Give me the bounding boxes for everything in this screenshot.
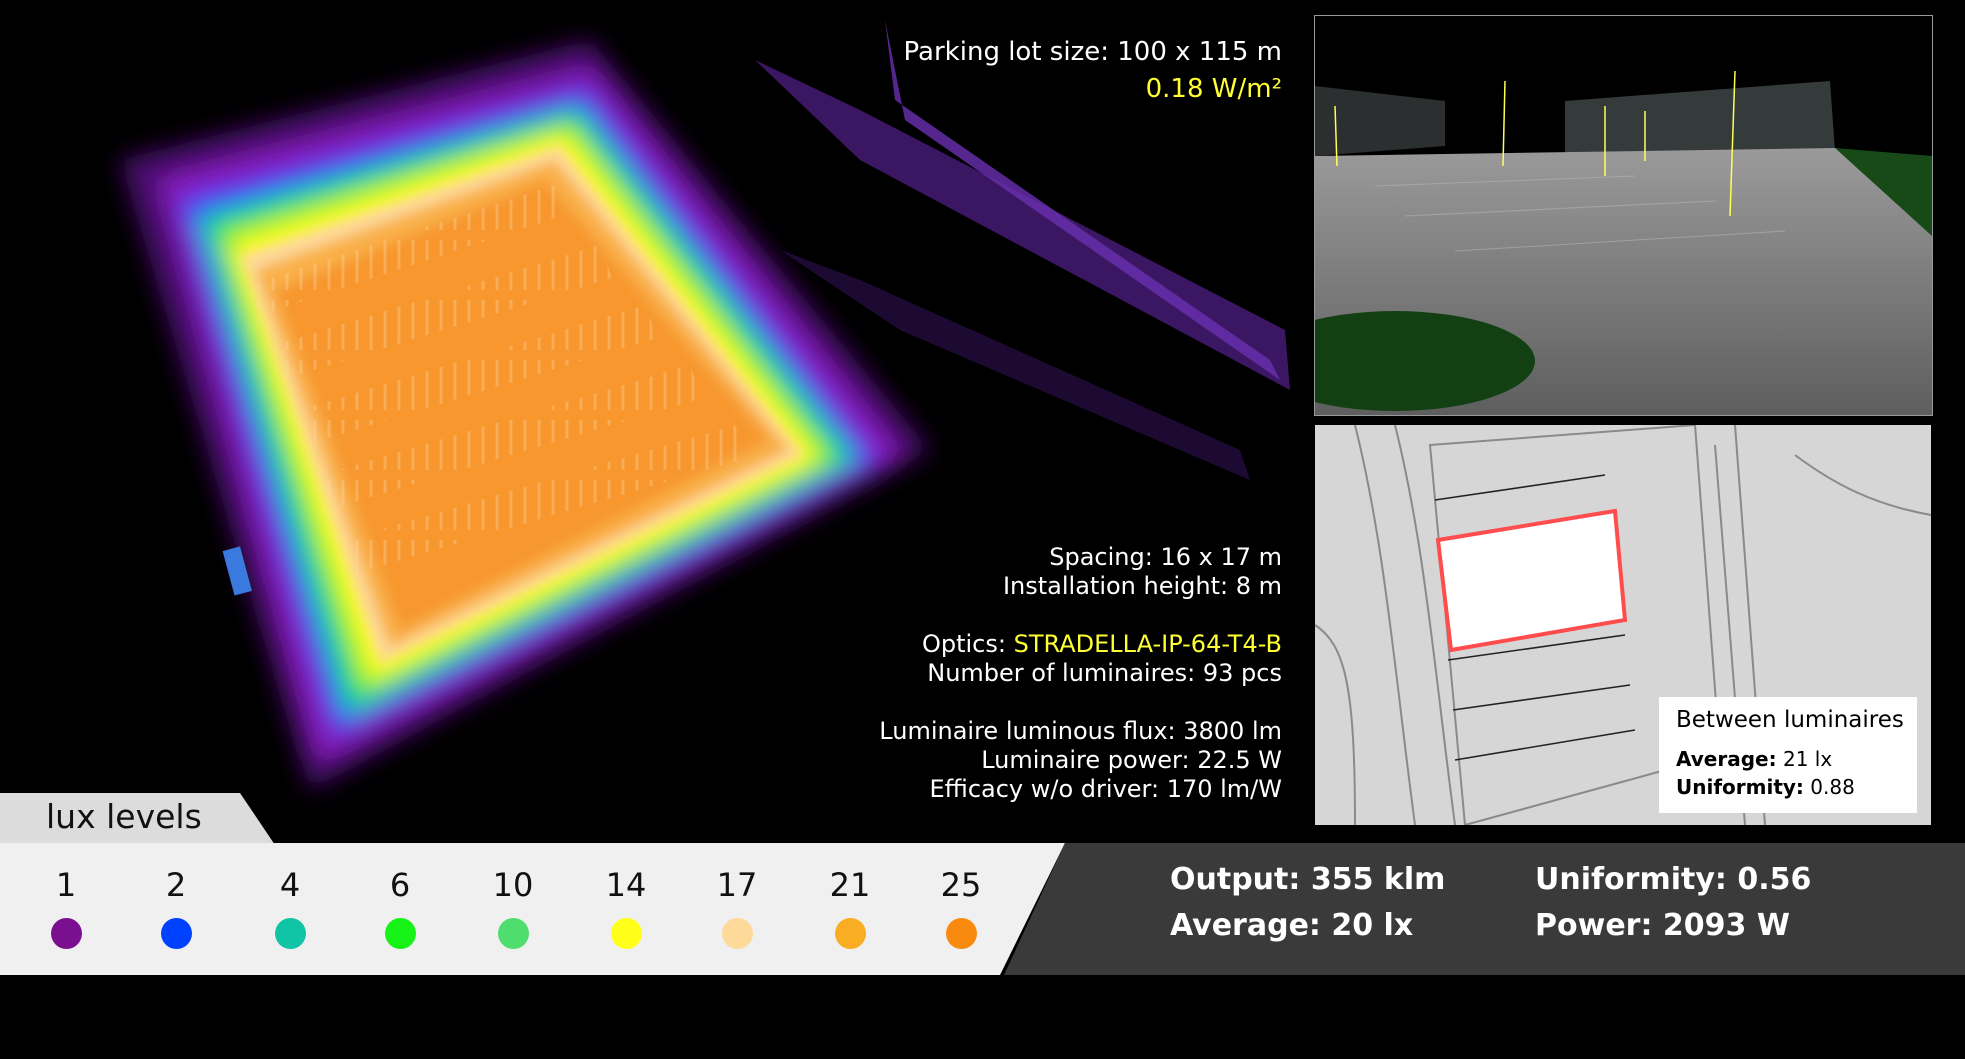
power-text: Luminaire power: 22.5 W (981, 746, 1282, 774)
lux-level-value: 1 (55, 866, 77, 904)
output-stat: Output: 355 klm (1170, 862, 1446, 897)
lux-level-value: 25 (940, 866, 982, 904)
uniformity-stat: Uniformity: 0.56 (1535, 862, 1812, 897)
lux-level-value: 17 (716, 866, 758, 904)
specs-block: Spacing: 16 x 17 m Installation height: … (879, 543, 1282, 804)
optics-label: Optics: (921, 630, 1006, 658)
legend-band (0, 843, 1065, 975)
lux-level-swatch (385, 918, 416, 949)
lux-level-value: 2 (165, 866, 187, 904)
flux-text: Luminaire luminous flux: 3800 lm (879, 717, 1282, 745)
efficacy-text: Efficacy w/o driver: 170 lm/W (929, 775, 1282, 803)
lux-levels-tab (0, 793, 275, 845)
stats-band (1004, 843, 1965, 975)
lux-level-value: 10 (492, 866, 534, 904)
lux-level-swatch (835, 918, 866, 949)
lot-info: Parking lot size: 100 x 115 m 0.18 W/m² (904, 34, 1282, 108)
lux-level-value: 21 (829, 866, 871, 904)
lux-level-value: 4 (279, 866, 301, 904)
spacing-text: Spacing: 16 x 17 m (1049, 543, 1282, 571)
lux-levels-title: lux levels (46, 797, 202, 836)
lux-level-swatch (946, 918, 977, 949)
callout-average-label: Average: (1676, 747, 1777, 771)
lux-level-value: 6 (389, 866, 411, 904)
callout-average-value: 21 lx (1782, 747, 1833, 771)
lux-level-swatch (611, 918, 642, 949)
callout-uniformity-value: 0.88 (1810, 775, 1855, 799)
optics-line: Optics: STRADELLA-IP-64-T4-B (879, 630, 1282, 659)
height-text: Installation height: 8 m (1002, 572, 1282, 600)
optics-value: STRADELLA-IP-64-T4-B (1013, 630, 1282, 658)
lux-level-swatch (161, 918, 192, 949)
power-stat: Power: 2093 W (1535, 908, 1790, 943)
callout-title: Between luminaires (1676, 707, 1904, 733)
lux-level-swatch (498, 918, 529, 949)
between-luminaires-callout: Between luminaires Average: 21 lx Unifor… (1659, 697, 1917, 813)
luminaires-text: Number of luminaires: 93 pcs (927, 659, 1282, 687)
lux-level-swatch (275, 918, 306, 949)
callout-uniformity-label: Uniformity: (1676, 775, 1804, 799)
plan-view-map (1315, 425, 1931, 825)
power-density-text: 0.18 W/m² (1145, 74, 1282, 104)
3d-render-view (1314, 15, 1933, 416)
illuminance-heatmap (120, 20, 1290, 790)
lux-level-value: 14 (605, 866, 647, 904)
average-stat: Average: 20 lx (1170, 908, 1414, 943)
lot-size-text: Parking lot size: 100 x 115 m (903, 37, 1282, 67)
lux-level-swatch (51, 918, 82, 949)
lux-level-swatch (722, 918, 753, 949)
